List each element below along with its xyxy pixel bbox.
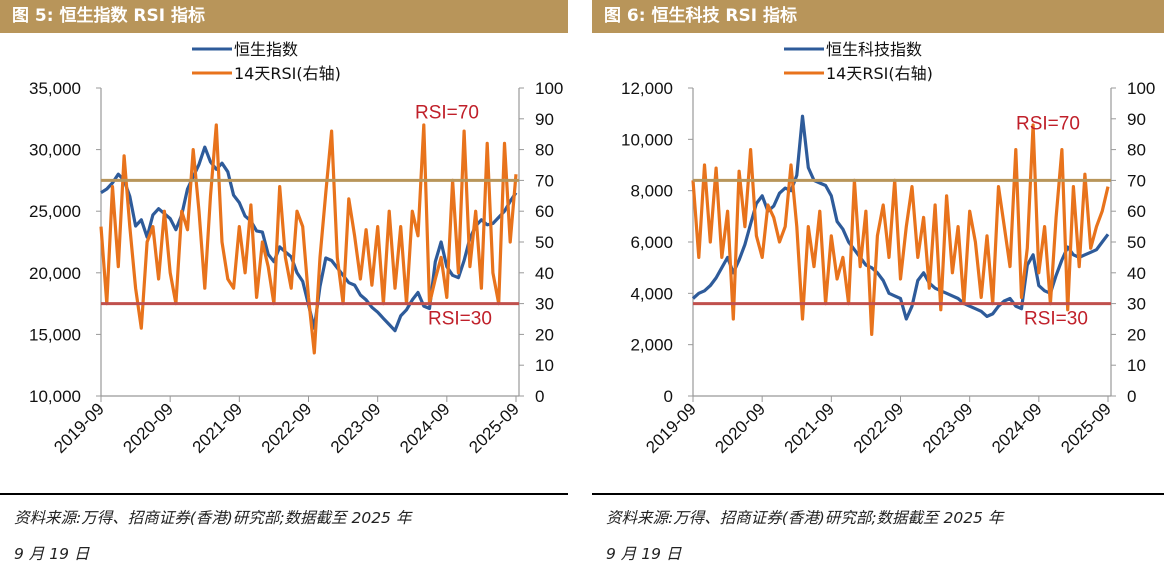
y-right-tick-label: 70 — [535, 171, 554, 190]
y-left-tick-label: 20,000 — [29, 264, 81, 283]
figure-title: 图 5: 恒生指数 RSI 指标 — [0, 0, 568, 33]
y-right-tick-label: 10 — [535, 356, 554, 375]
x-tick-label: 2022-09 — [258, 399, 316, 457]
rsi30-label: RSI=30 — [428, 309, 492, 330]
figure-5-panel: 图 5: 恒生指数 RSI 指标 10,000 15,000 20,000 25,00… — [0, 0, 570, 572]
legend-rsi-label: 14天RSI(右轴) — [234, 64, 341, 83]
y-left-tick-label: 30,000 — [29, 141, 81, 160]
y-right-tick-label: 80 — [535, 141, 554, 160]
y-right-tick-label: 100 — [1127, 79, 1155, 98]
x-tick-label: 2020-09 — [711, 399, 769, 457]
x-tick-label: 2020-09 — [119, 399, 177, 457]
y-right-tick-label: 70 — [1127, 171, 1146, 190]
figure-6-panel: 图 6: 恒生科技 RSI 指标 0 2,000 4,000 6,000 8,000 10… — [592, 0, 1164, 572]
x-tick-label: 2021-09 — [189, 399, 247, 457]
source-note: 资料来源:万得、招商证券(香港)研究部;数据截至 2025 年 9 月 19 日 — [14, 500, 554, 572]
source-line-2: 9 月 19 日 — [606, 545, 682, 563]
y-right-tick-label: 60 — [535, 202, 554, 221]
hsi-rsi-chart: 10,000 15,000 20,000 25,000 30,000 35,000 0 10 2… — [29, 40, 563, 457]
x-tick-label: 2023-09 — [919, 399, 977, 457]
y-left-tick-label: 2,000 — [630, 336, 673, 355]
y-right-tick-label: 30 — [1127, 295, 1146, 314]
y-right-tick-label: 90 — [535, 110, 554, 129]
y-right-tick-label: 100 — [535, 79, 563, 98]
rsi30-label: RSI=30 — [1024, 309, 1088, 330]
x-tick-label: 2024-09 — [988, 399, 1046, 457]
y-left-tick-label: 25,000 — [29, 202, 81, 221]
rsi-series-line — [691, 123, 1110, 336]
y-right-tick-label: 10 — [1127, 356, 1146, 375]
y-right-tick-label: 80 — [1127, 141, 1146, 160]
x-tick-label: 2023-09 — [327, 399, 385, 457]
source-line-2: 9 月 19 日 — [14, 545, 90, 563]
source-line-1: 资料来源:万得、招商证券(香港)研究部;数据截至 2025 年 — [14, 509, 412, 527]
x-tick-label: 2025-09 — [465, 399, 523, 457]
y-left-tick-label: 8,000 — [630, 182, 673, 201]
legend-index-label: 恒生指数 — [234, 40, 298, 59]
y-right-tick-label: 30 — [535, 295, 554, 314]
index-series-line — [691, 114, 1110, 321]
y-right-tick-label: 40 — [535, 264, 554, 283]
hstech-rsi-chart: 0 2,000 4,000 6,000 8,000 10,000 12,000 0 10 20 30… — [621, 40, 1155, 457]
separator-line — [0, 493, 568, 495]
x-tick-label: 2021-09 — [781, 399, 839, 457]
y-left-tick-label: 15,000 — [29, 325, 81, 344]
y-right-tick-label: 20 — [1127, 325, 1146, 344]
y-right-tick-label: 0 — [1127, 387, 1136, 406]
y-right-tick-label: 60 — [1127, 202, 1146, 221]
y-left-tick-label: 12,000 — [621, 79, 673, 98]
y-right-tick-label: 40 — [1127, 264, 1146, 283]
figure-title: 图 6: 恒生科技 RSI 指标 — [592, 0, 1164, 33]
y-right-tick-label: 20 — [535, 325, 554, 344]
y-right-tick-label: 50 — [535, 233, 554, 252]
y-right-tick-label: 0 — [535, 387, 544, 406]
rsi-series-line — [99, 123, 518, 355]
x-tick-label: 2019-09 — [642, 399, 700, 457]
y-left-tick-label: 4,000 — [630, 284, 673, 303]
separator-line — [592, 493, 1164, 495]
legend-index-label: 恒生科技指数 — [826, 40, 922, 59]
x-tick-label: 2024-09 — [396, 399, 454, 457]
y-right-tick-label: 90 — [1127, 110, 1146, 129]
y-left-tick-label: 6,000 — [630, 233, 673, 252]
source-line-1: 资料来源:万得、招商证券(香港)研究部;数据截至 2025 年 — [606, 509, 1004, 527]
x-tick-label: 2022-09 — [850, 399, 908, 457]
x-tick-label: 2025-09 — [1057, 399, 1115, 457]
legend-rsi-label: 14天RSI(右轴) — [826, 64, 933, 83]
source-note: 资料来源:万得、招商证券(香港)研究部;数据截至 2025 年 9 月 19 日 — [606, 500, 1146, 572]
x-tick-label: 2019-09 — [50, 399, 108, 457]
y-left-tick-label: 35,000 — [29, 79, 81, 98]
rsi70-label: RSI=70 — [1016, 113, 1080, 134]
y-left-tick-label: 0 — [664, 387, 673, 406]
rsi70-label: RSI=70 — [415, 102, 479, 123]
y-right-tick-label: 50 — [1127, 233, 1146, 252]
y-left-tick-label: 10,000 — [29, 387, 81, 406]
y-left-tick-label: 10,000 — [621, 130, 673, 149]
